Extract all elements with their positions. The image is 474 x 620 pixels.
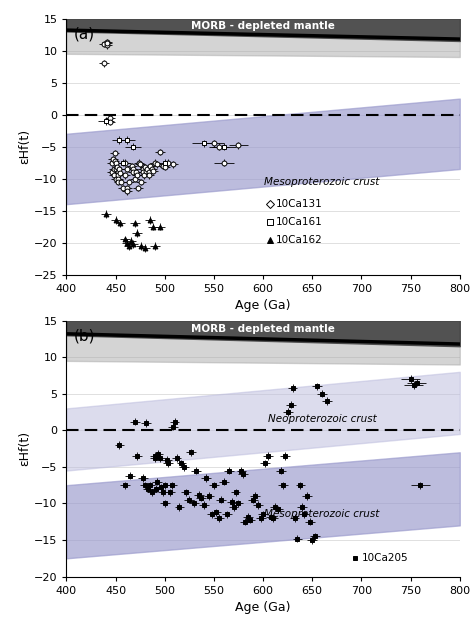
Text: Mesoproterozoic crust: Mesoproterozoic crust — [264, 510, 380, 520]
Y-axis label: εHf(t): εHf(t) — [18, 431, 31, 466]
Text: Mesoproterozoic crust: Mesoproterozoic crust — [264, 177, 380, 187]
Text: MORB - depleted mantle: MORB - depleted mantle — [191, 21, 335, 31]
Text: 10Ca205: 10Ca205 — [361, 553, 408, 564]
X-axis label: Age (Ga): Age (Ga) — [235, 601, 291, 614]
Text: Neoproterozoic crust: Neoproterozoic crust — [268, 414, 376, 424]
Text: MORB - depleted mantle: MORB - depleted mantle — [191, 324, 335, 334]
Text: (b): (b) — [74, 329, 96, 343]
Text: 10Ca131: 10Ca131 — [276, 199, 323, 209]
Text: (a): (a) — [74, 26, 95, 42]
Y-axis label: εHf(t): εHf(t) — [18, 129, 31, 164]
X-axis label: Age (Ga): Age (Ga) — [235, 299, 291, 312]
Text: 10Ca161: 10Ca161 — [276, 217, 323, 227]
Text: 10Ca162: 10Ca162 — [276, 235, 323, 245]
